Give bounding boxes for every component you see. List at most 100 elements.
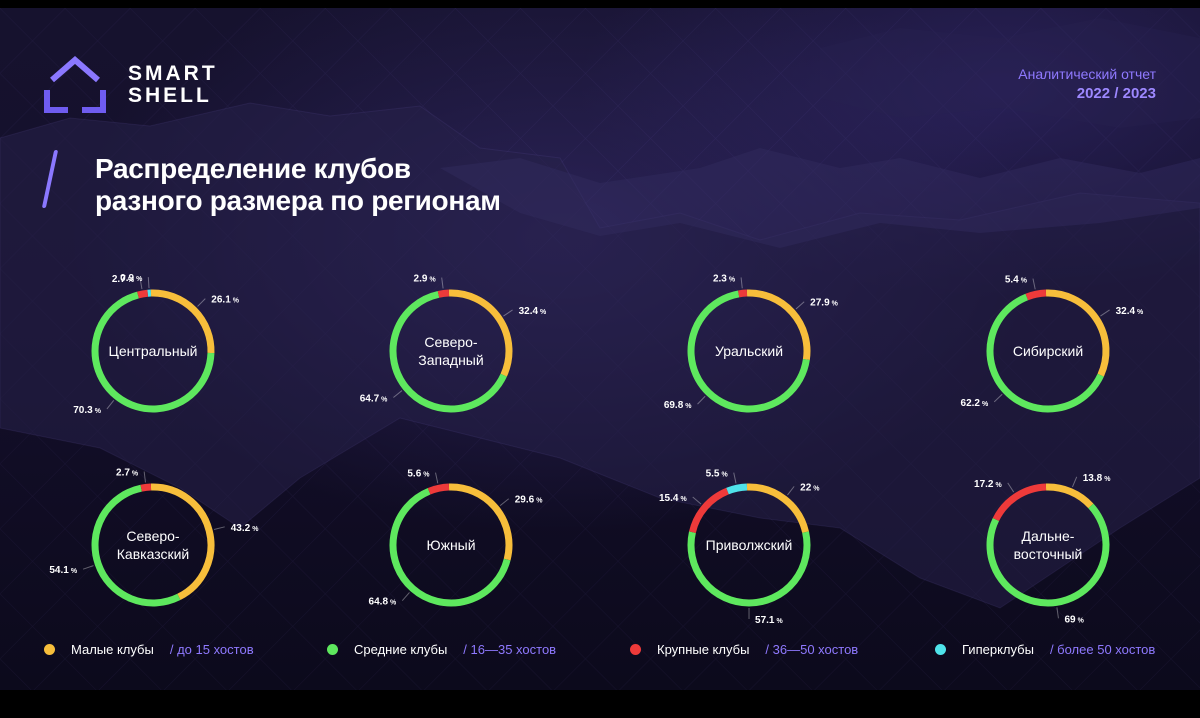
donut-chart: Северо-Западный 32.4 % 64.7 % 2.9% (360, 274, 547, 413)
smart-shell-logo-icon (44, 56, 106, 113)
region-label: Северо-Западный (418, 334, 483, 368)
value-label-large: 15.4% (659, 493, 687, 504)
legend-medium: Средние клубы / 16—35 хостов (327, 642, 556, 657)
value-label-small: 32.4% (1116, 306, 1144, 317)
value-label-small: 29.6% (515, 495, 543, 506)
region-label: Северо-Кавказский (117, 528, 189, 562)
report-year: 2022 / 2023 (1076, 85, 1156, 102)
value-leader-line (697, 395, 706, 405)
legend-small-range: / до 15 хостов (169, 642, 254, 657)
donut-segment-medium (986, 503, 1110, 607)
value-label-medium: 69.8% (664, 400, 692, 411)
legend-medium-dot (327, 644, 338, 655)
donut-segment-large (738, 289, 748, 298)
value-label-large: 5.4% (1005, 275, 1028, 286)
donut-segment-medium (389, 488, 511, 607)
report-label: Аналитический отчет (1018, 66, 1156, 82)
donut-segment-large (137, 289, 149, 299)
region-label: Дальне-восточный (1014, 528, 1083, 562)
value-leader-line (499, 498, 510, 506)
value-leader-line (787, 486, 795, 496)
value-leader-line (401, 592, 410, 602)
value-label-small: 22% (800, 482, 820, 493)
legend-large-dot (630, 644, 641, 655)
donut-chart: Приволжский 22 % 57.1 % 15.4 % 5.5% (659, 469, 820, 626)
infographic-panel: SMART SHELL Аналитический отчет 2022 / 2… (0, 8, 1200, 690)
donut-segment-medium (986, 293, 1104, 413)
legend-hyper-dot (935, 644, 946, 655)
value-label-small: 27.9% (810, 298, 838, 309)
donut-chart: Уральский 27.9 % 69.8 % 2.3% (664, 273, 839, 413)
legend-small-label: Малые клубы (71, 642, 154, 657)
legend-large-label: Крупные клубы (657, 642, 750, 657)
value-leader-line (82, 565, 94, 570)
value-leader-line (795, 301, 805, 310)
donut-segment-large (427, 483, 450, 495)
value-label-small: 43.2% (231, 523, 259, 534)
value-leader-line (503, 309, 513, 317)
donut-segment-small (1045, 483, 1094, 509)
legend-medium-label: Средние клубы (354, 642, 448, 657)
brand-logo: SMART SHELL (44, 56, 218, 114)
donut-chart: Сибирский 32.4 % 62.2 % 5.4% (961, 275, 1144, 413)
value-label-large: 17.2% (974, 479, 1002, 490)
value-leader-line (692, 496, 702, 505)
donut-segment-large (437, 289, 450, 298)
value-label-medium: 69% (1064, 614, 1084, 625)
donut-segment-small (746, 289, 811, 361)
page-title: Распределение клубов разного размера по … (95, 153, 501, 216)
value-leader-line (197, 298, 206, 307)
value-label-small: 13.8% (1083, 473, 1111, 484)
value-label-medium: 64.8% (369, 597, 397, 608)
report-info: Аналитический отчет 2022 / 2023 (1018, 66, 1156, 102)
legend-hyper: Гиперклубы / более 50 хостов (935, 642, 1155, 657)
value-leader-line (993, 393, 1003, 403)
value-label-large: 2.7% (116, 468, 139, 479)
legend-hyper-label: Гиперклубы (962, 642, 1034, 657)
value-leader-line (213, 526, 225, 530)
region-label: Уральский (715, 343, 783, 359)
value-label-large: 2.9% (414, 274, 437, 285)
value-label-hyper: 0.9% (120, 273, 143, 284)
legend-small-dot (44, 644, 55, 655)
donut-segment-large (1025, 289, 1047, 301)
value-label-medium: 70.3% (73, 405, 101, 416)
donut-segment-medium (91, 484, 181, 607)
donut-segment-medium (389, 290, 507, 413)
legend-large-range: / 36—50 хостов (765, 642, 859, 657)
value-leader-line (1071, 476, 1078, 488)
donut-segment-small (1045, 289, 1110, 377)
donut-chart: Северо-Кавказский 43.2 % 54.1 % 2.7% (49, 468, 259, 607)
value-label-hyper: 5.5% (706, 469, 729, 480)
value-label-large: 5.6% (407, 469, 430, 480)
value-leader-line (435, 472, 439, 484)
value-label-small: 32.4% (519, 306, 547, 317)
value-leader-line (106, 399, 115, 410)
donut-segment-medium (91, 291, 215, 413)
donut-segment-small (746, 483, 809, 534)
legend-large: Крупные клубы / 36—50 хостов (630, 642, 858, 657)
region-label: Приволжский (706, 537, 793, 553)
value-leader-line (1032, 278, 1036, 290)
donut-segment-small (150, 483, 215, 601)
donut-segment-large (992, 483, 1047, 522)
legend-small: Малые клубы / до 15 хостов (44, 642, 254, 657)
donut-segment-large (140, 483, 152, 492)
donut-segment-medium (687, 290, 810, 413)
legend-medium-range: / 16—35 хостов (463, 642, 557, 657)
donut-segment-small (448, 483, 513, 561)
value-leader-line (143, 471, 146, 483)
region-label: Сибирский (1013, 343, 1083, 359)
region-label: Южный (426, 537, 475, 553)
donut-segment-large (689, 487, 729, 534)
donut-chart: Южный 29.6 % 64.8 % 5.6% (369, 469, 544, 608)
brand-name: SMART SHELL (128, 62, 218, 107)
donut-chart: Центральный 26.1 % 70.3 % 2.7 %0.9% (73, 273, 240, 416)
value-leader-line (733, 472, 737, 484)
value-leader-line (139, 278, 143, 290)
value-label-large: 2.7% (112, 274, 135, 285)
value-leader-line (1007, 482, 1015, 493)
donut-segment-medium (687, 531, 811, 607)
